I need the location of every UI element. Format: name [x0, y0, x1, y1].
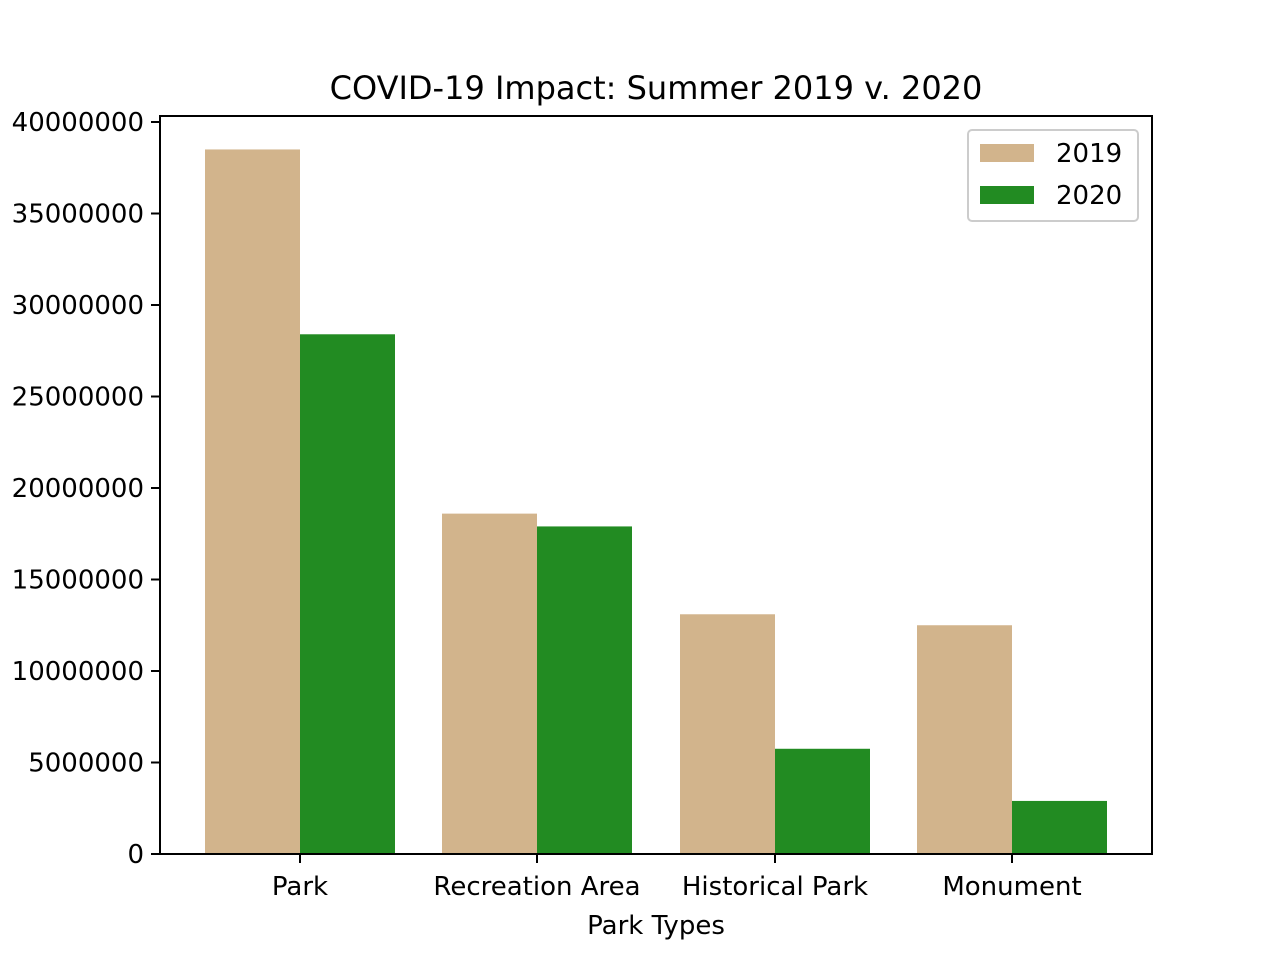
bar-2020-monument — [1012, 800, 1107, 854]
y-tick-label: 30000000 — [12, 291, 144, 321]
x-tick-label: Monument — [942, 872, 1081, 902]
y-tick-label: 0 — [127, 840, 144, 870]
legend-label-2019: 2019 — [1056, 139, 1122, 169]
bar-2019-recreation-area — [442, 513, 537, 854]
bar-2020-park — [300, 334, 395, 854]
legend-swatch-2019 — [980, 144, 1034, 162]
y-tick-label: 35000000 — [12, 200, 144, 230]
bar-2019-monument — [917, 625, 1012, 854]
legend: 2019 2020 — [967, 129, 1139, 222]
bar-2020-recreation-area — [537, 526, 632, 854]
x-axis-label: Park Types — [587, 911, 725, 941]
y-tick-label: 40000000 — [12, 108, 144, 138]
y-tick-label: 25000000 — [12, 383, 144, 413]
x-tick-label: Park — [272, 872, 328, 902]
axes-frame — [159, 115, 1153, 855]
bar-2019-park — [205, 149, 300, 854]
chart-title: COVID-19 Impact: Summer 2019 v. 2020 — [330, 69, 983, 107]
y-tick-label: 10000000 — [12, 657, 144, 687]
plot-area: 0 5000000 10000000 15000000 20000000 25000000… — [12, 108, 1107, 902]
x-tick-label: Recreation Area — [433, 872, 640, 902]
y-tick-label: 20000000 — [12, 474, 144, 504]
legend-swatch-2020 — [980, 186, 1034, 204]
y-tick-label: 15000000 — [12, 566, 144, 596]
y-tick-label: 5000000 — [28, 749, 144, 779]
bar-2020-historical-park — [775, 748, 870, 854]
bar-2019-historical-park — [680, 614, 775, 854]
legend-label-2020: 2020 — [1056, 181, 1122, 211]
x-tick-label: Historical Park — [682, 872, 868, 902]
